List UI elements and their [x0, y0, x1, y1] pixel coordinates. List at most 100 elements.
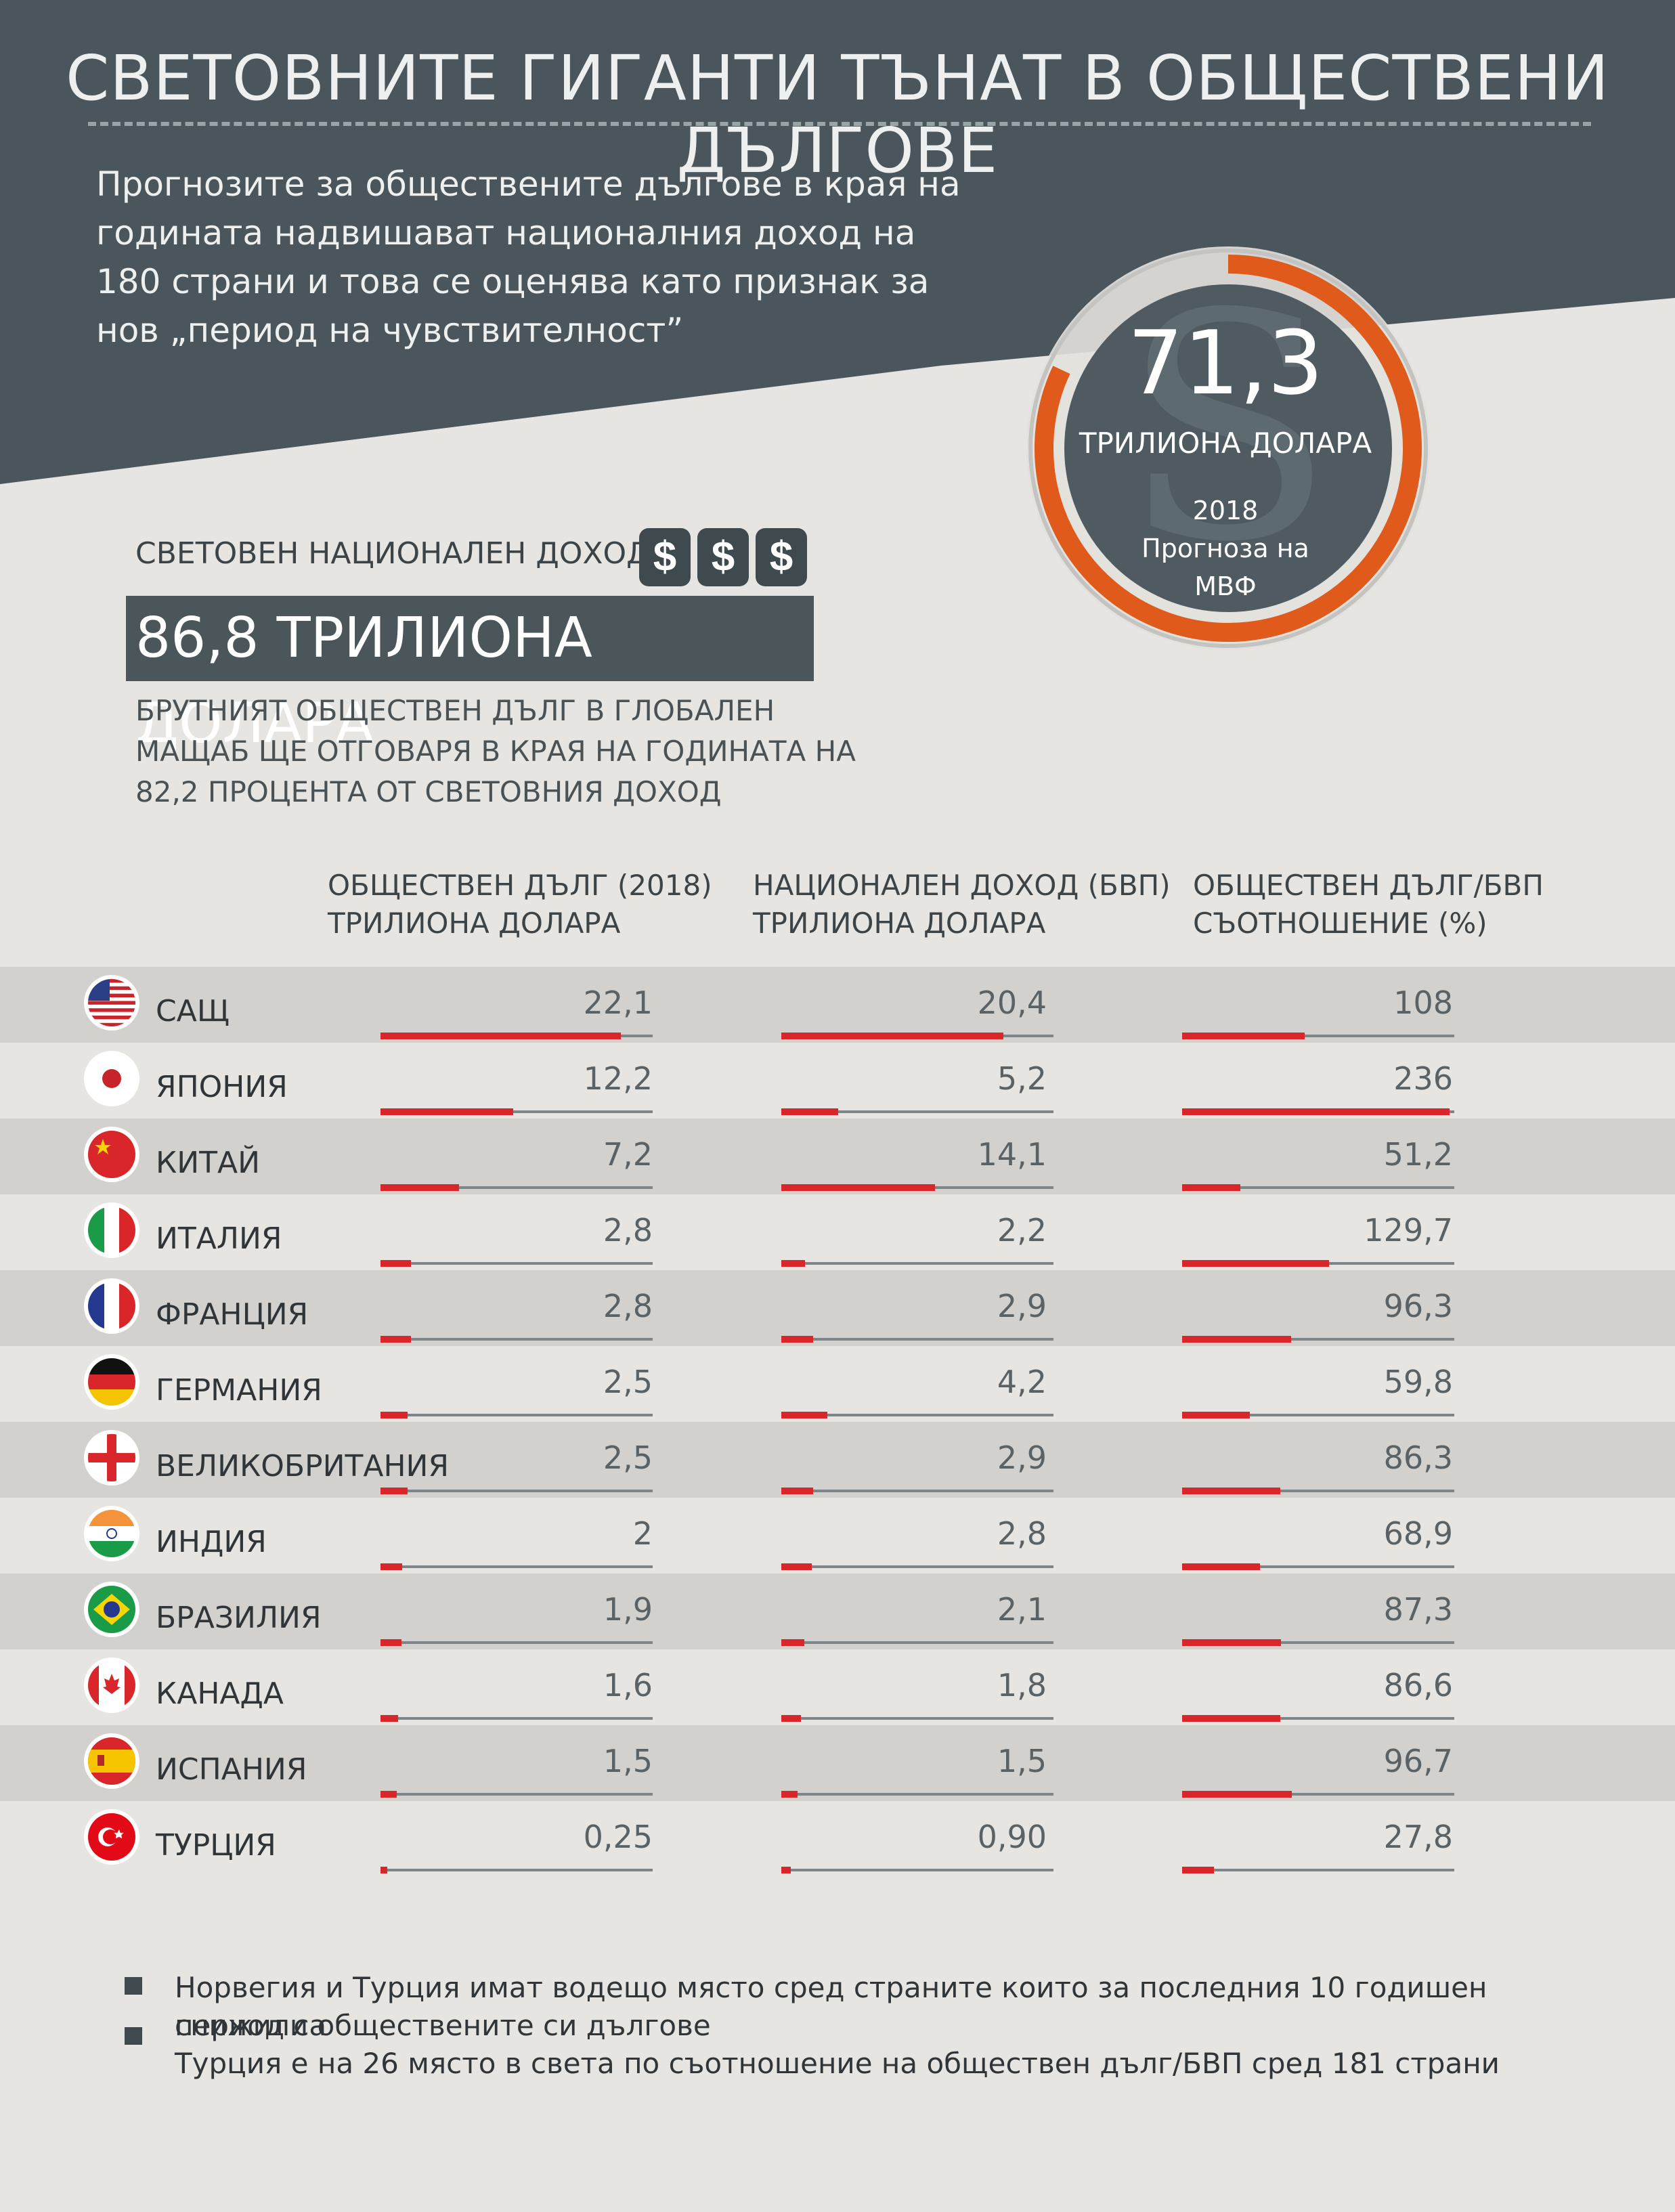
- debt-bar: [380, 1715, 398, 1722]
- gdp-bar-track: [781, 1641, 1053, 1644]
- ratio-value: 87,3: [1383, 1591, 1453, 1628]
- italy-flag-icon: [88, 1207, 135, 1254]
- ratio-bar: [1182, 1715, 1281, 1722]
- title-divider: [88, 122, 1591, 126]
- ratio-value: 96,7: [1383, 1743, 1453, 1779]
- gauge-source-line1: Прогноза на: [1141, 534, 1309, 563]
- ratio-value: 129,7: [1364, 1212, 1453, 1249]
- income-description: БРУТНИЯТ ОБЩЕСТВЕН ДЪЛГ В ГЛОБАЛЕН МАЩАБ…: [135, 694, 856, 808]
- gdp-value: 2,2: [997, 1212, 1047, 1249]
- gdp-bar: [781, 1184, 935, 1191]
- gdp-value: 1,8: [997, 1667, 1047, 1704]
- table-row: КИТАЙ 7,2 14,1 51,2: [0, 1119, 1675, 1194]
- debt-bar: [380, 1867, 387, 1873]
- gdp-bar-track: [781, 1717, 1053, 1720]
- debt-bar: [380, 1336, 412, 1343]
- ratio-bar: [1182, 1184, 1240, 1191]
- country-name: КАНАДА: [156, 1676, 284, 1711]
- gdp-bar: [781, 1639, 804, 1646]
- column-header-gdp-line1: НАЦИОНАЛЕН ДОХОД (БВП): [753, 869, 1171, 902]
- table-row: ГЕРМАНИЯ 2,5 4,2 59,8: [0, 1346, 1675, 1422]
- ratio-bar-track: [1182, 1035, 1454, 1037]
- column-header-gdp-line2: ТРИЛИОНА ДОЛАРА: [753, 907, 1046, 940]
- gdp-bar: [781, 1260, 806, 1267]
- gauge-year: 2018: [1192, 496, 1259, 525]
- debt-value: 2: [632, 1515, 653, 1552]
- gdp-value: 2,9: [997, 1439, 1047, 1476]
- column-header-gdp: НАЦИОНАЛЕН ДОХОД (БВП) ТРИЛИОНА ДОЛАРА: [753, 867, 1171, 942]
- gdp-bar: [781, 1412, 827, 1418]
- ratio-bar-track: [1182, 1490, 1454, 1492]
- bullet-square-icon: [125, 1977, 142, 1995]
- debt-value: 2,5: [603, 1364, 653, 1400]
- japan-flag-icon: [88, 1055, 135, 1102]
- bullet-square-icon: [125, 2027, 142, 2045]
- debt-bar-track: [380, 1338, 653, 1341]
- gdp-value: 14,1: [977, 1136, 1047, 1173]
- debt-bar-track: [380, 1110, 653, 1113]
- gdp-bar-track: [781, 1565, 1053, 1568]
- gdp-value: 1,5: [997, 1743, 1047, 1779]
- gdp-bar: [781, 1715, 801, 1722]
- ratio-bar: [1182, 1791, 1292, 1798]
- ratio-bar: [1182, 1563, 1261, 1570]
- gauge-value: 71,3: [1127, 311, 1324, 414]
- table-row: ТУРЦИЯ 0,25 0,90 27,8: [0, 1801, 1675, 1877]
- debt-bar-track: [380, 1641, 653, 1644]
- debt-bar-track: [380, 1414, 653, 1416]
- debt-bar-track: [380, 1869, 653, 1871]
- ratio-value: 27,8: [1383, 1819, 1453, 1855]
- page-subtitle: Прогнозите за обществените дългове в кра…: [96, 165, 961, 350]
- ratio-bar: [1182, 1488, 1280, 1494]
- dollar-watermark-icon: S: [1121, 248, 1334, 610]
- debt-value: 1,5: [603, 1743, 653, 1779]
- table-row: БРАЗИЛИЯ 1,9 2,1 87,3: [0, 1574, 1675, 1649]
- table-row: КАНАДА 1,6 1,8 86,6: [0, 1649, 1675, 1725]
- china-flag-icon: [88, 1131, 135, 1178]
- debt-value: 12,2: [583, 1060, 653, 1097]
- gauge-unit: ТРИЛИОНА ДОЛАРА: [1079, 427, 1372, 460]
- dollar-icon: $: [639, 528, 691, 586]
- gdp-bar-track: [781, 1490, 1053, 1492]
- ratio-value: 68,9: [1383, 1515, 1453, 1552]
- gauge-source-line2: МВФ: [1194, 571, 1257, 601]
- debt-bar: [380, 1791, 397, 1798]
- page-title: СВЕТОВНИТЕ ГИГАНТИ ТЪНАТ В ОБЩЕСТВЕНИ ДЪ…: [66, 42, 1609, 187]
- gdp-bar-track: [781, 1869, 1053, 1871]
- debt-bar-track: [380, 1186, 653, 1189]
- debt-bar-track: [380, 1793, 653, 1796]
- debt-value: 2,8: [603, 1212, 653, 1249]
- gdp-value: 4,2: [997, 1364, 1047, 1400]
- ratio-value: 108: [1393, 984, 1453, 1021]
- india-flag-icon: [88, 1510, 135, 1557]
- country-name: ТУРЦИЯ: [156, 1828, 276, 1863]
- income-label: СВЕТОВЕН НАЦИОНАЛЕН ДОХОД: [135, 536, 650, 571]
- gdp-bar: [781, 1108, 838, 1115]
- ratio-bar-track: [1182, 1565, 1454, 1568]
- debt-bar: [380, 1033, 622, 1039]
- ratio-bar: [1182, 1412, 1250, 1418]
- england-flag-icon: [88, 1434, 135, 1481]
- gdp-value: 2,8: [997, 1515, 1047, 1552]
- column-header-debt: ОБЩЕСТВЕН ДЪЛГ (2018) ТРИЛИОНА ДОЛАРА: [328, 867, 712, 942]
- debt-value: 1,9: [603, 1591, 653, 1628]
- column-header-debt-line1: ОБЩЕСТВЕН ДЪЛГ (2018): [328, 869, 712, 902]
- debt-value: 2,8: [603, 1288, 653, 1324]
- country-name: ЯПОНИЯ: [156, 1070, 288, 1104]
- germany-flag-icon: [88, 1358, 135, 1406]
- us-flag-icon: [88, 979, 135, 1026]
- france-flag-icon: [88, 1282, 135, 1330]
- gdp-bar: [781, 1488, 813, 1494]
- ratio-bar: [1182, 1336, 1292, 1343]
- gdp-bar-track: [781, 1262, 1053, 1265]
- debt-bar: [380, 1108, 514, 1115]
- gdp-value: 5,2: [997, 1060, 1047, 1097]
- ratio-value: 86,3: [1383, 1439, 1453, 1476]
- country-name: КИТАЙ: [156, 1146, 261, 1180]
- gdp-bar-track: [781, 1793, 1053, 1796]
- country-name: САЩ: [156, 994, 230, 1028]
- table-row: ИСПАНИЯ 1,5 1,5 96,7: [0, 1725, 1675, 1801]
- brazil-flag-icon: [88, 1586, 135, 1633]
- note-line1: Норвегия и Турция имат водещо място сред…: [175, 1971, 1487, 2042]
- gdp-bar: [781, 1033, 1004, 1039]
